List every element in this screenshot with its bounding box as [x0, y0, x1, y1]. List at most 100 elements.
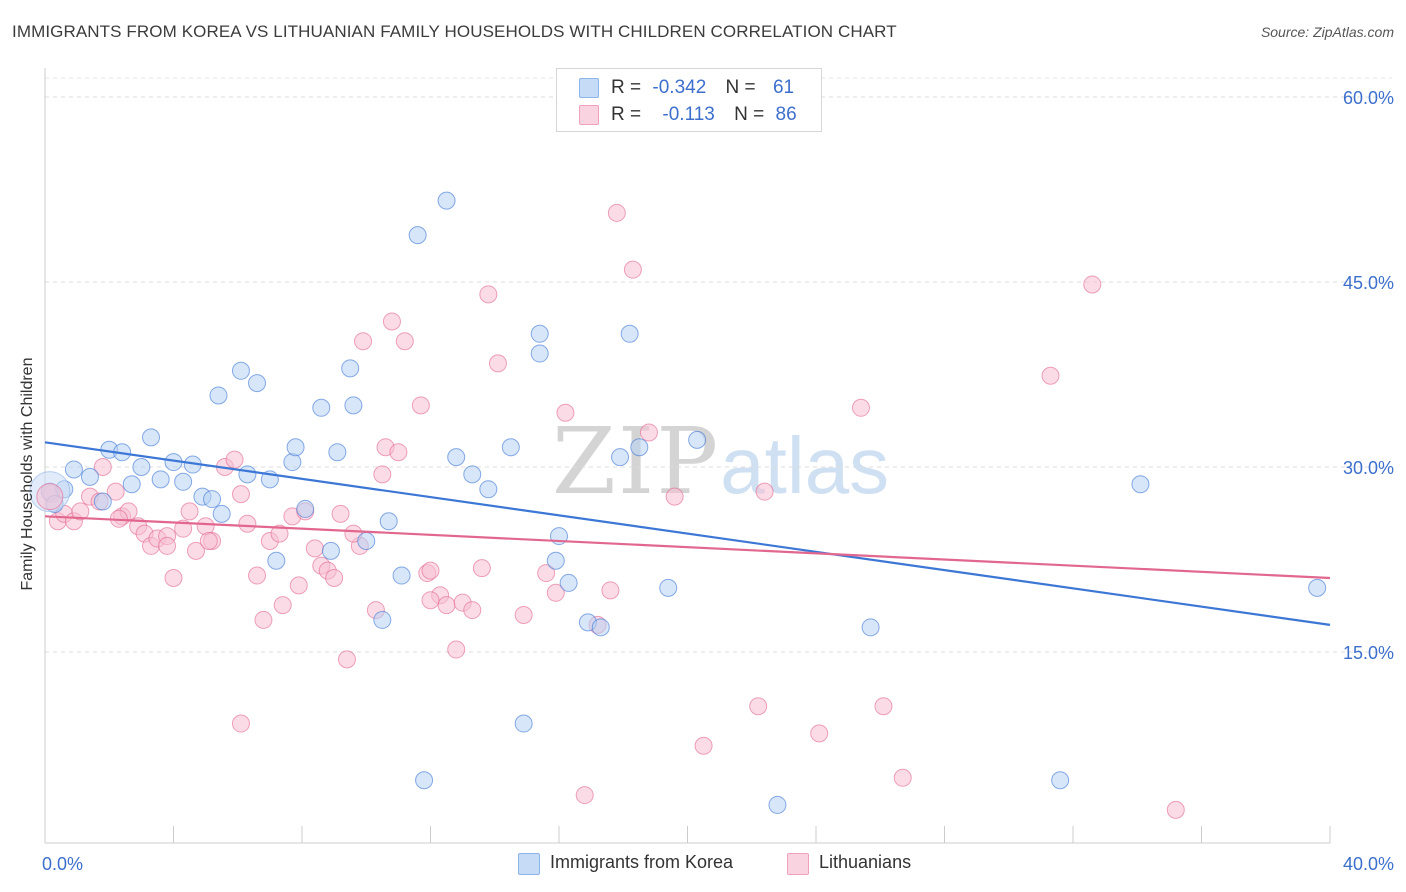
- lithuanian-point: [810, 724, 829, 743]
- lithuanian-point: [851, 398, 870, 417]
- lithuanian-point: [421, 561, 440, 580]
- korea-point: [341, 359, 360, 378]
- lithuanian-point: [305, 539, 324, 558]
- legend-n-label-lithuanians: N =: [734, 104, 765, 125]
- lithuanian-point: [893, 768, 912, 787]
- korea-point: [357, 532, 376, 550]
- lithuanian-point: [199, 532, 218, 550]
- lithuanian-point: [389, 443, 408, 462]
- lithuanian-point: [488, 354, 507, 373]
- lithuanian-point: [337, 650, 356, 669]
- lithuanian-point: [601, 581, 620, 600]
- korea-point: [546, 551, 565, 570]
- lithuanian-point: [447, 640, 466, 659]
- legend-r-label-korea: R =: [611, 77, 642, 98]
- legend-r-label-lithuanians: R =: [611, 104, 642, 125]
- series-legend-swatch-lithuanians: [787, 853, 809, 875]
- lithuanian-point: [623, 260, 642, 279]
- korea-point: [447, 448, 466, 467]
- korea-point: [1308, 578, 1327, 597]
- lithuanian-point: [607, 203, 626, 222]
- korea-point: [392, 566, 411, 585]
- lithuanian-point: [575, 786, 594, 805]
- korea-point: [321, 541, 340, 560]
- korea-point: [231, 361, 250, 380]
- x-tick-label: 0.0%: [42, 854, 83, 874]
- lithuanian-point: [514, 606, 533, 624]
- korea-point: [296, 499, 315, 518]
- lithuanian-point: [755, 482, 774, 501]
- lithuanian-point: [354, 332, 373, 351]
- legend-n-label-korea: N =: [725, 77, 756, 98]
- lithuanian-point: [382, 312, 401, 331]
- lithuanian-point: [665, 487, 684, 506]
- korea-point: [514, 714, 533, 733]
- series-legend-swatch-korea: [518, 853, 540, 875]
- lithuanian-point: [325, 569, 344, 587]
- lithuanian-point: [472, 559, 491, 578]
- y-tick-label: 15.0%: [1343, 643, 1394, 663]
- korea-trend-line: [44, 441, 1331, 626]
- korea-point: [212, 504, 231, 523]
- series-legend: Immigrants from Korea Lithuanians: [0, 850, 1406, 878]
- y-tick-label: 45.0%: [1343, 273, 1394, 293]
- lithuanian-point: [270, 524, 289, 543]
- lithuanian-point: [254, 610, 273, 629]
- lithuanian-point: [749, 697, 768, 716]
- lithuanian-point: [373, 465, 392, 484]
- lithuanian-point: [158, 536, 177, 555]
- series-legend-label-korea: Immigrants from Korea: [550, 852, 734, 872]
- correlation-legend: R = -0.342 N = 61 R = -0.113 N = 86: [556, 68, 822, 132]
- korea-point: [238, 465, 257, 484]
- korea-point: [530, 344, 549, 363]
- lithuanian-point: [174, 519, 193, 538]
- korea-point: [344, 396, 363, 415]
- korea-point: [620, 324, 639, 343]
- korea-point: [530, 324, 549, 343]
- korea-point: [861, 618, 880, 637]
- watermark: ZIPatlas: [552, 408, 889, 515]
- chart-title: IMMIGRANTS FROM KOREA VS LITHUANIAN FAMI…: [12, 22, 897, 41]
- korea-point: [1131, 475, 1150, 494]
- lithuanian-point: [411, 396, 430, 415]
- lithuanian-point: [225, 450, 244, 469]
- korea-point: [501, 438, 520, 457]
- korea-point: [591, 618, 610, 637]
- korea-point: [559, 573, 578, 592]
- lithuanian-point: [546, 583, 565, 602]
- korea-point: [267, 551, 286, 570]
- lithuanian-point: [437, 596, 456, 615]
- lithuanian-point: [273, 596, 292, 615]
- korea-point: [312, 398, 331, 417]
- korea-point: [373, 610, 392, 629]
- lithuanian-point: [231, 714, 250, 733]
- lithuanian-point: [238, 514, 257, 533]
- y-tick-label: 30.0%: [1343, 458, 1394, 478]
- watermark-zip: ZIP: [552, 408, 721, 515]
- source-credit: Source: ZipAtlas.com: [1260, 24, 1394, 40]
- korea-point: [93, 492, 112, 511]
- korea-point: [209, 386, 228, 405]
- korea-point: [132, 458, 151, 476]
- lithuanian-point: [1083, 275, 1102, 294]
- lithuanian-trend-line: [44, 515, 1331, 580]
- lithuanian-point: [537, 564, 556, 583]
- legend-n-value-lithuanians: 86: [775, 104, 797, 125]
- y-axis-label: Family Households with Children: [19, 357, 36, 591]
- watermark-atlas: atlas: [720, 421, 890, 510]
- korea-point: [142, 428, 161, 447]
- y-tick-label: 60.0%: [1343, 88, 1394, 108]
- korea-point: [203, 490, 222, 509]
- lithuanian-point: [874, 697, 893, 716]
- lithuanian-point: [463, 601, 482, 620]
- korea-point: [1051, 771, 1070, 790]
- korea-point: [415, 771, 434, 790]
- lithuanian-point: [186, 541, 205, 560]
- lithuanian-point: [331, 504, 350, 523]
- lithuanian-point: [395, 332, 414, 351]
- legend-swatch-lithuanians: [579, 105, 599, 125]
- y-axis-label-wrap: Family Households with Children: [18, 330, 42, 730]
- korea-point: [328, 443, 347, 462]
- lithuanian-point: [180, 502, 199, 521]
- korea-point: [437, 191, 456, 210]
